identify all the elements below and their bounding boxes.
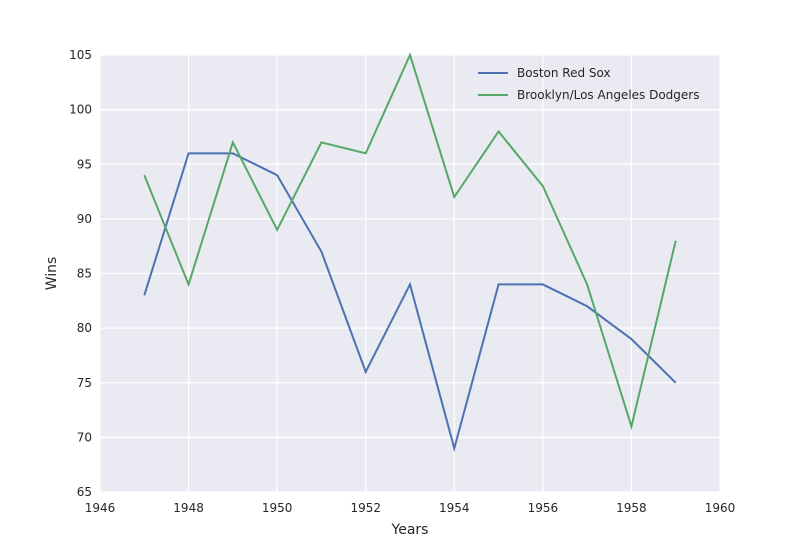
series-line bbox=[143, 52, 677, 431]
legend-entry-label: Brooklyn/Los Angeles Dodgers bbox=[517, 88, 699, 102]
y-tick-label: 95 bbox=[77, 157, 92, 171]
x-axis-label: Years bbox=[391, 522, 429, 538]
y-tick-label: 70 bbox=[77, 430, 92, 444]
y-tick-label: 80 bbox=[77, 321, 92, 335]
x-tick-label: 1950 bbox=[262, 501, 293, 515]
gridlines bbox=[99, 54, 721, 493]
x-tick-label: 1954 bbox=[439, 501, 470, 515]
x-axis-ticks: 1946 1948 1950 1952 1954 1956 1958 1960 bbox=[85, 501, 736, 515]
y-tick-label: 105 bbox=[69, 48, 92, 62]
y-axis-label: Wins bbox=[44, 257, 60, 291]
x-tick-label: 1946 bbox=[85, 501, 116, 515]
y-tick-label: 85 bbox=[77, 267, 92, 281]
y-tick-label: 90 bbox=[77, 212, 92, 226]
y-axis-ticks: 65 70 75 80 85 90 95 100 105 bbox=[69, 48, 92, 499]
x-tick-label: 1958 bbox=[616, 501, 647, 515]
y-tick-label: 65 bbox=[77, 485, 92, 499]
series-line bbox=[143, 152, 677, 453]
x-tick-label: 1956 bbox=[528, 501, 559, 515]
legend: Boston Red Sox Brooklyn/Los Angeles Dodge… bbox=[478, 66, 699, 102]
x-tick-label: 1948 bbox=[173, 501, 204, 515]
y-tick-label: 75 bbox=[77, 376, 92, 390]
x-tick-label: 1960 bbox=[705, 501, 736, 515]
y-tick-label: 100 bbox=[69, 103, 92, 117]
legend-entry-label: Boston Red Sox bbox=[517, 66, 611, 80]
x-tick-label: 1952 bbox=[350, 501, 381, 515]
series-lines bbox=[143, 52, 677, 453]
